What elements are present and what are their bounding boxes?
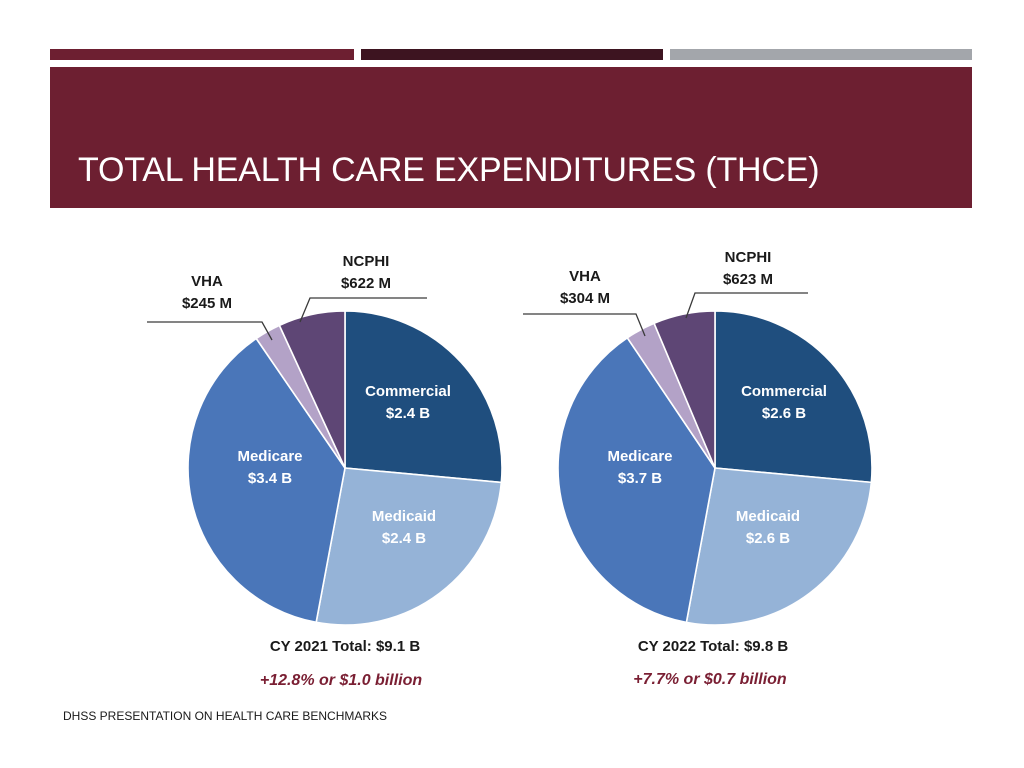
slice-label-vha: VHA $304 M <box>560 268 610 307</box>
accent-bar-2 <box>361 49 663 60</box>
pie-slice-ncphi <box>653 310 716 469</box>
slice-label-ncphi: NCPHI $622 M <box>341 253 391 292</box>
slice-name: VHA <box>569 268 601 285</box>
slice-label-vha: VHA $245 M <box>182 273 232 312</box>
slice-value: $3.4 B <box>248 470 292 487</box>
leader-line-vha <box>523 313 646 337</box>
pie-slice-medicare <box>557 336 716 624</box>
slice-label-commercial: Commercial $2.4 B <box>365 383 451 422</box>
slice-name: Medicare <box>607 448 672 465</box>
slice-value: $2.6 B <box>762 405 806 422</box>
chart-total-title: CY 2021 Total: $9.1 B <box>270 638 421 655</box>
slice-label-medicare: Medicare $3.4 B <box>237 448 302 487</box>
growth-note: +7.7% or $0.7 billion <box>633 671 787 688</box>
slide-footer: DHSS PRESENTATION ON HEALTH CARE BENCHMA… <box>63 709 388 723</box>
pie-slice-medicaid <box>685 467 873 626</box>
slice-name: Medicaid <box>736 508 800 525</box>
slice-value: $245 M <box>182 295 232 312</box>
slide-title: TOTAL HEALTH CARE EXPENDITURES (THCE) <box>78 151 820 189</box>
pie-slice-medicare <box>187 337 346 624</box>
growth-note: +12.8% or $1.0 billion <box>260 672 423 689</box>
slice-name: Medicaid <box>372 508 436 525</box>
accent-bar-3 <box>670 49 972 60</box>
slice-value: $2.4 B <box>382 530 426 547</box>
leader-line-ncphi <box>685 292 808 319</box>
pie-chart-1: Commercial $2.4 B Medicaid $2.4 B Medicare $3… <box>147 253 503 689</box>
pie-slice-medicaid <box>315 467 503 626</box>
pie-slice-commercial <box>344 310 503 484</box>
leader-line-vha <box>147 321 273 341</box>
slice-label-ncphi: NCPHI $623 M <box>723 249 773 288</box>
slice-name: Commercial <box>741 383 827 400</box>
slice-label-medicaid: Medicaid $2.6 B <box>736 508 800 547</box>
slice-value: $3.7 B <box>618 470 662 487</box>
slice-label-medicare: Medicare $3.7 B <box>607 448 672 487</box>
title-band: TOTAL HEALTH CARE EXPENDITURES (THCE) <box>50 67 972 208</box>
slice-value: $2.4 B <box>386 405 430 422</box>
slice-value: $304 M <box>560 290 610 307</box>
pie-slice-commercial <box>714 310 873 484</box>
slice-name: NCPHI <box>725 249 772 266</box>
leader-line-ncphi <box>299 297 427 323</box>
slice-name: VHA <box>191 273 223 290</box>
slice-name: Medicare <box>237 448 302 465</box>
pie-slice-ncphi <box>278 310 346 469</box>
slice-label-medicaid: Medicaid $2.4 B <box>372 508 436 547</box>
slice-label-commercial: Commercial $2.6 B <box>741 383 827 422</box>
slice-value: $622 M <box>341 275 391 292</box>
accent-bar-1 <box>50 49 354 60</box>
slice-value: $2.6 B <box>746 530 790 547</box>
slice-name: Commercial <box>365 383 451 400</box>
pie-chart-2: Commercial $2.6 B Medicaid $2.6 B Medicare $3… <box>523 249 873 688</box>
slice-name: NCPHI <box>343 253 390 270</box>
slice-value: $623 M <box>723 271 773 288</box>
chart-total-title: CY 2022 Total: $9.8 B <box>638 638 789 655</box>
